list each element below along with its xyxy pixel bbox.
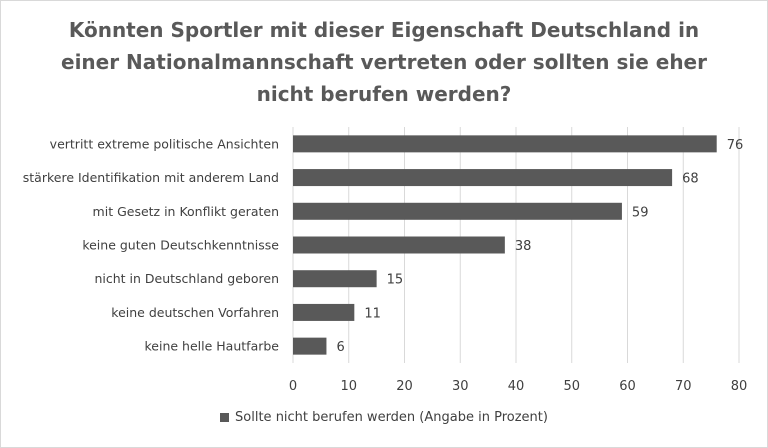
x-tick-label: 40 <box>508 379 525 394</box>
data-label: 59 <box>632 205 649 220</box>
x-tick-label: 30 <box>452 379 469 394</box>
bar <box>293 303 355 321</box>
bar <box>293 169 673 187</box>
data-label: 11 <box>364 306 381 321</box>
category-label: keine deutschen Vorfahren <box>111 305 279 320</box>
bar <box>293 337 327 355</box>
category-label: mit Gesetz in Konflikt geraten <box>93 204 279 219</box>
bar <box>293 135 717 153</box>
legend: Sollte nicht berufen werden (Angabe in P… <box>0 410 768 425</box>
x-tick-label: 50 <box>563 379 580 394</box>
category-label: stärkere Identifikation mit anderem Land <box>23 170 279 185</box>
x-tick-label: 80 <box>731 379 748 394</box>
data-label: 6 <box>336 340 344 355</box>
category-label: keine guten Deutschkenntnisse <box>82 238 279 253</box>
data-label: 76 <box>727 138 744 153</box>
data-label: 68 <box>682 172 699 187</box>
category-label: keine helle Hautfarbe <box>145 339 280 354</box>
chart-title: Könnten Sportler mit dieser Eigenschaft … <box>61 18 707 106</box>
legend-swatch <box>220 413 230 422</box>
x-tick-label: 60 <box>619 379 636 394</box>
x-tick-label: 20 <box>396 379 413 394</box>
bar <box>293 202 622 220</box>
x-tick-label: 0 <box>289 379 297 394</box>
legend-label: Sollte nicht berufen werden (Angabe in P… <box>235 410 548 425</box>
data-label: 15 <box>387 273 404 288</box>
x-tick-label: 70 <box>675 379 692 394</box>
bar <box>293 270 377 288</box>
category-label: nicht in Deutschland geboren <box>94 271 279 286</box>
category-label: vertritt extreme politische Ansichten <box>50 136 279 151</box>
x-tick-label: 10 <box>340 379 357 394</box>
bar <box>293 236 505 254</box>
data-label: 38 <box>515 239 532 254</box>
